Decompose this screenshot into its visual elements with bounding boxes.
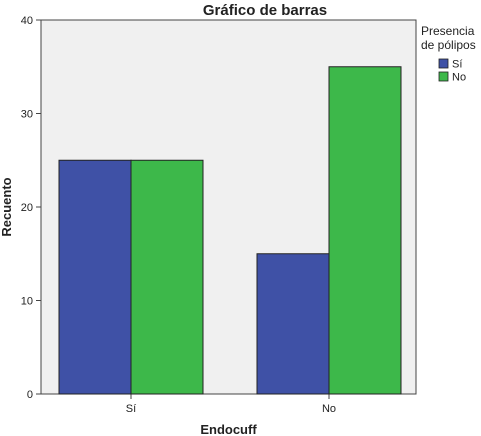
legend-label: No	[452, 72, 466, 84]
y-tick-label: 40	[21, 15, 33, 27]
x-tick-label: No	[322, 403, 336, 415]
legend-title: Presencia	[421, 24, 475, 38]
bar-no-si	[256, 253, 330, 395]
x-axis: Sí No	[126, 394, 336, 415]
y-axis: 0 10 20 30 40	[21, 15, 41, 401]
y-axis-label: Recuento	[0, 177, 14, 236]
x-axis-label: Endocuff	[200, 422, 257, 436]
bars	[58, 66, 402, 395]
y-tick-label: 10	[21, 296, 33, 308]
y-tick-label: 0	[27, 389, 33, 401]
legend-swatch	[438, 71, 449, 82]
chart-title: Gráfico de barras	[203, 2, 327, 19]
x-tick-label: Sí	[126, 403, 136, 415]
legend-label: Sí	[452, 59, 462, 71]
y-tick-label: 20	[21, 202, 33, 214]
bar-no-no	[328, 66, 402, 395]
legend-swatch	[438, 58, 449, 69]
bar-si-si	[58, 159, 132, 395]
y-tick-label: 30	[21, 109, 33, 121]
bar-si-no	[130, 159, 204, 395]
legend-title: de pólipos	[421, 38, 476, 52]
